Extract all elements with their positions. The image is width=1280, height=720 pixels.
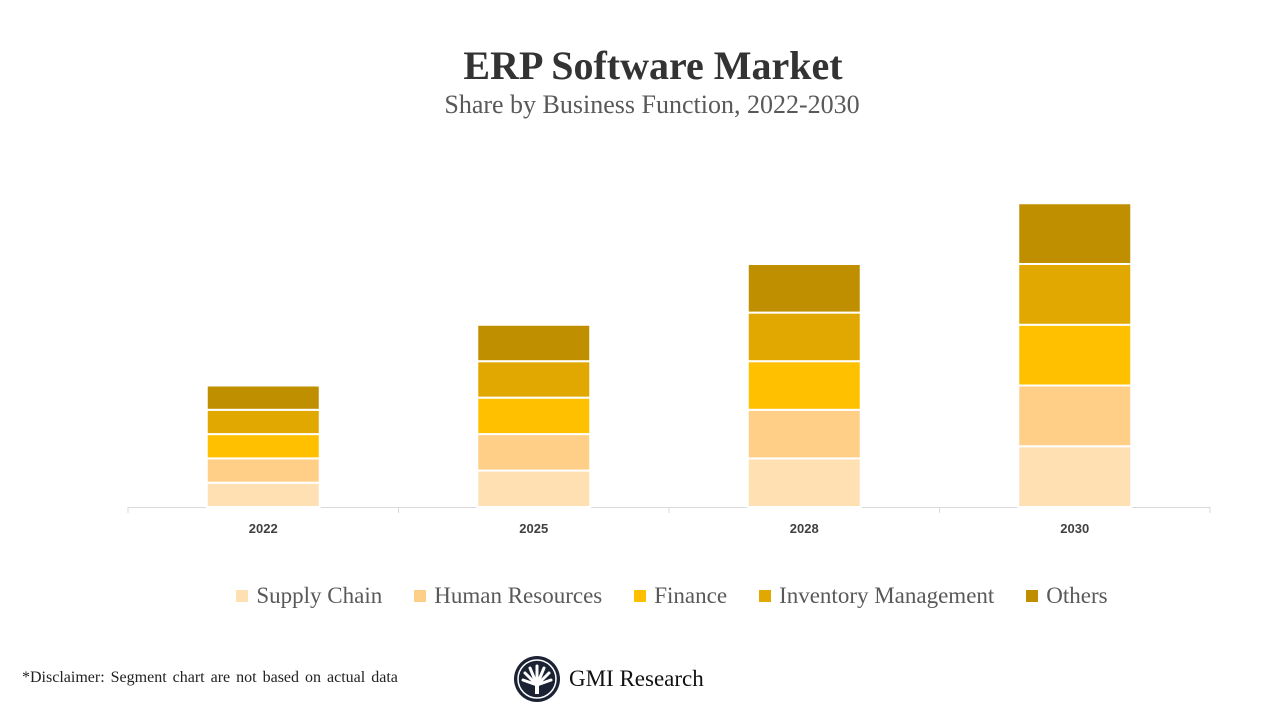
legend-swatch: [634, 590, 647, 602]
brand-logo: GMI Research: [513, 655, 704, 703]
bar-segment-human-resources-2025: [476, 433, 592, 472]
bar-segment-human-resources-2030: [1017, 384, 1133, 448]
legend-label: Finance: [654, 583, 728, 608]
legend-label: Others: [1046, 583, 1108, 608]
chart-title: ERP Software Market: [463, 43, 843, 88]
legend-item: Supply Chain: [236, 583, 382, 609]
bar-segment-others-2025: [476, 323, 592, 363]
legend-label: Supply Chain: [256, 583, 383, 608]
legend: Supply Chain Human Resources Finance Invent…: [0, 583, 1280, 609]
legend-swatch: [236, 590, 249, 602]
bar-segment-supply-chain-2025: [476, 469, 592, 508]
gmi-logo-icon: [514, 656, 560, 702]
x-tick-label: 2028: [790, 521, 819, 536]
x-tick-label: 2030: [1060, 521, 1089, 536]
bar-segment-others-2030: [1017, 202, 1133, 265]
bar-segment-inventory-management-2022: [205, 408, 321, 436]
brand-name: GMI Research: [569, 666, 704, 691]
legend-item: Inventory Management: [759, 583, 994, 609]
bar-segment-supply-chain-2030: [1017, 445, 1133, 508]
x-tick-label: 2025: [519, 521, 548, 536]
legend-swatch: [1026, 590, 1039, 602]
bar-segment-finance-2030: [1017, 323, 1133, 387]
bar-segment-finance-2025: [476, 396, 592, 436]
bar-segment-inventory-management-2030: [1017, 263, 1133, 326]
disclaimer: *Disclaimer: Segment chart are not based…: [22, 669, 398, 686]
bar-segment-human-resources-2028: [746, 408, 862, 460]
legend-swatch: [414, 590, 427, 602]
bar-segment-human-resources-2022: [205, 457, 321, 484]
bar-segment-finance-2028: [746, 360, 862, 411]
legend-swatch: [759, 590, 772, 602]
chart-subtitle: Share by Business Function, 2022-2030: [444, 90, 860, 119]
legend-item: Human Resources: [414, 583, 602, 609]
bar-segment-others-2028: [746, 263, 862, 314]
bar-segment-supply-chain-2028: [746, 457, 862, 508]
legend-label: Human Resources: [434, 583, 603, 608]
bar-segment-inventory-management-2025: [476, 360, 592, 399]
legend-item: Finance: [634, 583, 727, 609]
bar-segment-inventory-management-2028: [746, 311, 862, 363]
x-tick-label: 2022: [249, 521, 278, 536]
legend-item: Others: [1026, 583, 1108, 609]
legend-label: Inventory Management: [779, 583, 995, 608]
bar-segment-finance-2022: [205, 433, 321, 460]
bar-segment-supply-chain-2022: [205, 481, 321, 509]
bar-segment-others-2022: [205, 384, 321, 411]
